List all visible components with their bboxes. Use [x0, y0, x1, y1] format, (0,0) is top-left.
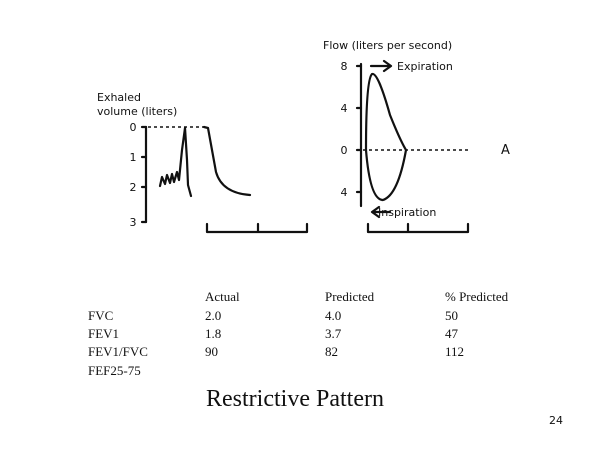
row-label: FVC	[88, 308, 113, 323]
arrow	[370, 205, 392, 219]
tick-label: 4	[341, 102, 348, 115]
tick-label: 3	[130, 216, 137, 229]
cell: 1.8	[205, 326, 221, 341]
tick-label: 0	[341, 144, 348, 157]
cell: 50	[445, 308, 458, 323]
tick-label: 2	[130, 181, 137, 194]
cell: 112	[445, 344, 464, 359]
header-cell: Predicted	[325, 289, 375, 304]
volume-axis	[366, 222, 470, 234]
cell: 82	[325, 344, 338, 359]
tick-label: 8	[341, 60, 348, 73]
curve	[202, 125, 252, 197]
time-axis	[205, 222, 309, 234]
tick-label: 0	[130, 121, 137, 134]
curve	[158, 126, 193, 198]
header-cell: % Predicted	[445, 289, 509, 304]
volume-plot: Exhaled volume (liters) 0 1 2 3	[97, 91, 309, 234]
cell: 2.0	[205, 308, 221, 323]
flow-loop	[364, 72, 408, 202]
page-number: 24	[549, 414, 563, 427]
row-label: FEV1	[88, 326, 119, 341]
title: Restrictive Pattern	[206, 386, 384, 412]
flow-plot: Flow (liters per second) 8 4 0 4 Expirat…	[323, 39, 510, 234]
cell: 4.0	[325, 308, 341, 323]
arrow	[369, 59, 393, 73]
header-cell: Actual	[205, 289, 240, 304]
axis-label: Flow (liters per second)	[323, 39, 452, 52]
cell: 3.7	[325, 326, 342, 341]
axis-label: volume (liters)	[97, 105, 177, 118]
label: Expiration	[397, 60, 453, 73]
marker: A	[501, 143, 510, 158]
table: Actual Predicted % Predicted FVC 2.0 4.0 50…	[88, 289, 509, 378]
row-label: FEV1/FVC	[88, 344, 148, 359]
cell: 47	[445, 326, 459, 341]
cell: 90	[205, 344, 218, 359]
tick-label: 4	[341, 186, 348, 199]
label: Inspiration	[378, 206, 436, 219]
tick-label: 1	[130, 151, 137, 164]
row-label: FEF25-75	[88, 363, 141, 378]
axis-label: Exhaled	[97, 91, 141, 104]
